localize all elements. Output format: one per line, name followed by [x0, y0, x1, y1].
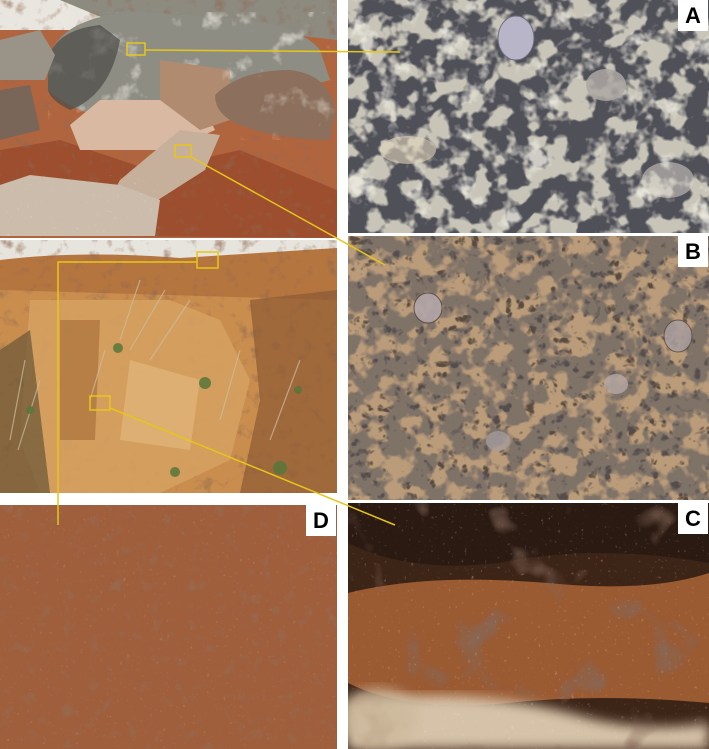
panel-c-saprolite: C	[348, 503, 709, 749]
photo-granite-outcrop	[0, 0, 337, 238]
photo-weathering-profile	[0, 240, 337, 493]
panel-a-granite: A	[348, 0, 709, 233]
panel-d-soil: D	[0, 505, 337, 749]
panel-d-label: D	[306, 505, 336, 536]
panel-a-label: A	[678, 0, 708, 31]
panel-c-label: C	[678, 503, 708, 534]
panel-b-weathered-granite: B	[348, 236, 709, 500]
panel-b-label: B	[678, 236, 708, 267]
